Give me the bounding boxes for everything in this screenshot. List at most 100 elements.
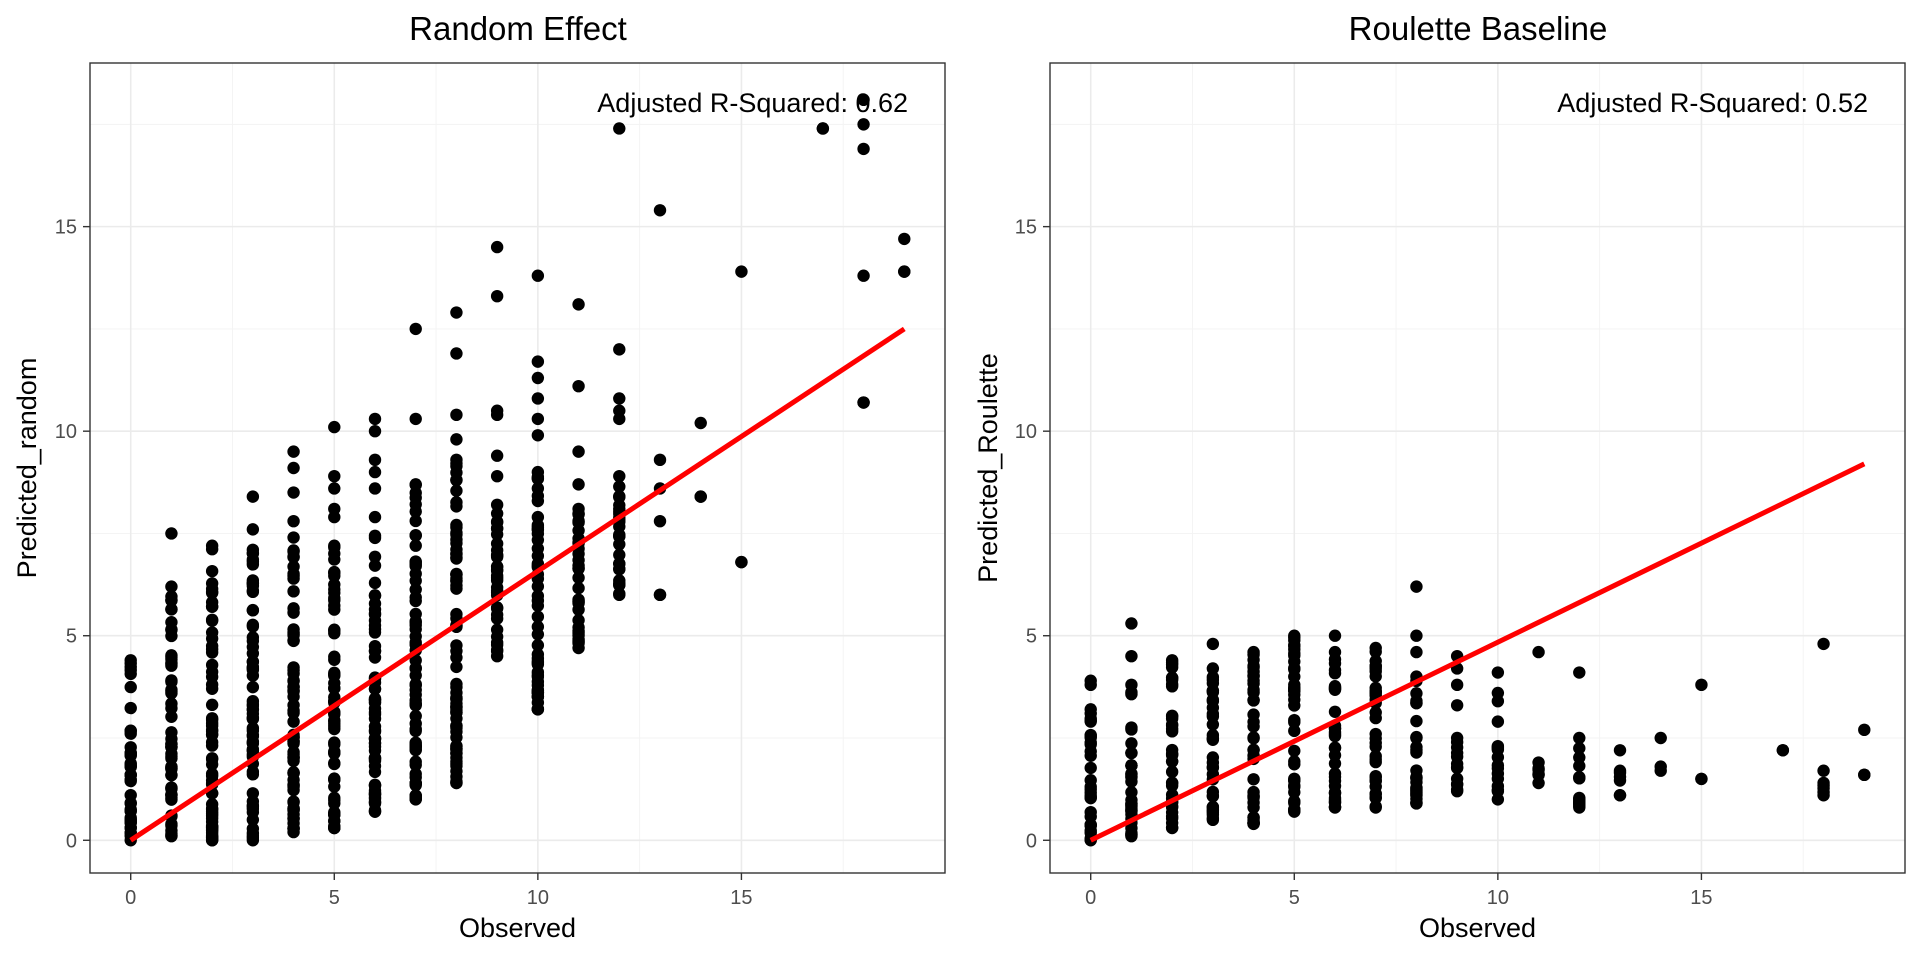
y-tick-label: 5 [1026, 626, 1037, 648]
data-point [205, 752, 219, 765]
data-point [205, 582, 219, 596]
panel-border [89, 62, 946, 874]
data-point [1410, 740, 1423, 754]
data-point [450, 692, 463, 706]
data-point [694, 490, 707, 503]
fit-line [129, 326, 906, 843]
data-point [287, 585, 300, 598]
data-point [450, 484, 463, 497]
data-point [1410, 580, 1423, 593]
data-point [287, 822, 300, 835]
data-point [205, 665, 219, 679]
data-point [531, 392, 545, 405]
data-point [490, 522, 504, 535]
data-point [531, 675, 545, 688]
data-point [613, 579, 626, 592]
data-point [246, 707, 260, 720]
data-point [124, 657, 137, 670]
data-point [368, 424, 382, 438]
data-point [1328, 725, 1342, 739]
data-point [409, 412, 422, 426]
data-point [205, 728, 219, 742]
data-point [328, 420, 341, 434]
data-point [246, 576, 260, 590]
data-point [531, 518, 545, 532]
y-tick-label: 0 [66, 830, 77, 852]
data-point [1410, 645, 1423, 659]
data-point [1206, 761, 1220, 774]
y-tick-label: 10 [55, 421, 77, 443]
data-point [572, 478, 585, 491]
data-point [165, 687, 178, 700]
fit-line [1089, 461, 1866, 843]
data-point [572, 581, 585, 595]
x-tick-label: 5 [1289, 887, 1300, 909]
data-point [205, 596, 219, 609]
data-point [1654, 760, 1667, 773]
data-point [1450, 735, 1464, 749]
data-point [287, 735, 300, 748]
data-point [1328, 770, 1342, 784]
data-point [287, 667, 300, 680]
data-point [1165, 779, 1179, 792]
data-point [1125, 686, 1138, 699]
data-point [1328, 653, 1342, 666]
data-point [368, 682, 382, 696]
data-point [409, 694, 422, 707]
data-point [1858, 723, 1871, 737]
data-point [409, 528, 422, 542]
data-point [246, 768, 260, 781]
data-point [1206, 662, 1220, 675]
data-point [1206, 637, 1220, 651]
data-point [450, 473, 463, 487]
data-point [246, 490, 260, 503]
data-point [1288, 779, 1301, 792]
data-point [1817, 764, 1830, 777]
data-point [531, 533, 545, 547]
data-point [124, 680, 137, 694]
data-point [490, 498, 504, 512]
data-point [246, 787, 260, 800]
data-point [1613, 789, 1627, 802]
data-point [165, 793, 178, 806]
data-point [1328, 629, 1342, 642]
data-point [409, 478, 422, 492]
data-point [450, 306, 463, 319]
data-point [205, 639, 219, 653]
data-point [409, 789, 422, 802]
data-point [572, 508, 585, 521]
data-point [613, 122, 626, 135]
r-squared-annotation: Adjusted R-Squared: 0.62 [597, 88, 908, 118]
data-point [328, 502, 341, 516]
data-point [328, 569, 341, 583]
data-point [531, 656, 545, 670]
data-point [409, 574, 422, 588]
r-squared-annotation: Adjusted R-Squared: 0.52 [1557, 88, 1868, 118]
data-point [531, 639, 545, 652]
data-point [165, 782, 178, 795]
data-point [1858, 768, 1871, 782]
data-point [328, 482, 341, 495]
data-point [124, 749, 137, 762]
data-point [735, 555, 748, 569]
data-point [1125, 746, 1138, 760]
data-point [531, 412, 545, 426]
data-point [1491, 767, 1505, 780]
data-point [124, 788, 137, 802]
data-point [450, 721, 463, 735]
data-point [1450, 678, 1464, 692]
data-point [450, 712, 463, 725]
data-point [1165, 821, 1179, 834]
panel-title: Random Effect [409, 10, 627, 47]
data-point [1654, 731, 1667, 745]
data-point [1491, 743, 1505, 756]
data-point [368, 482, 382, 495]
data-point [613, 343, 626, 356]
data-point [328, 650, 341, 663]
data-point [246, 603, 260, 617]
data-point [572, 562, 585, 576]
data-point [1410, 629, 1423, 642]
data-point [450, 518, 463, 532]
data-point [409, 677, 422, 691]
data-point [613, 499, 626, 512]
